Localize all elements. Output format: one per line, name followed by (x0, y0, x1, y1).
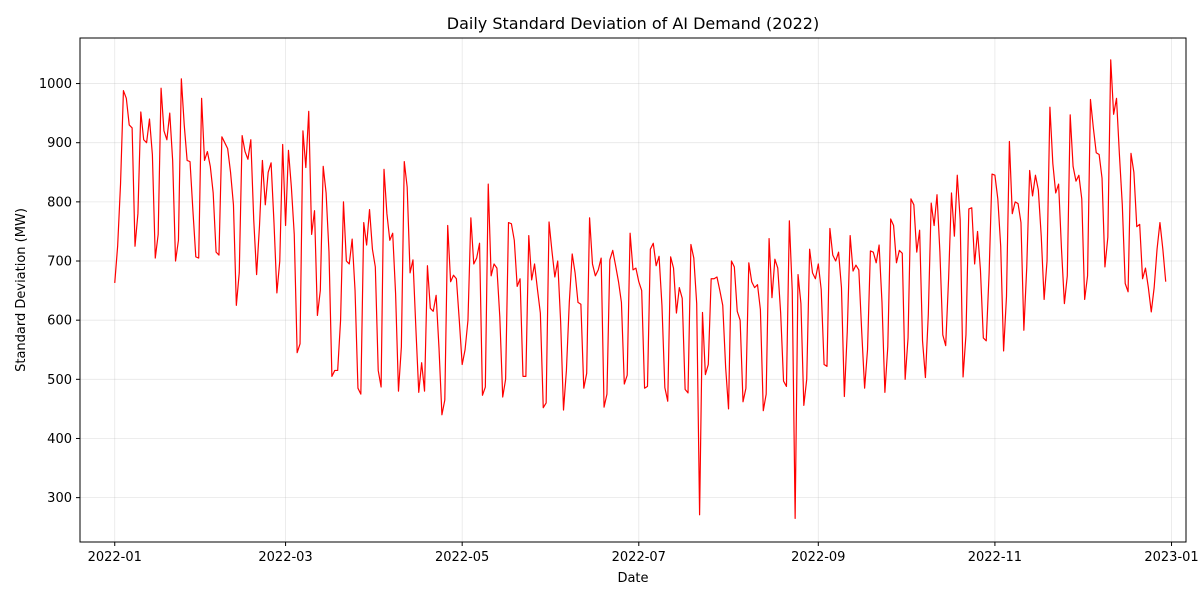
x-tick-label: 2022-07 (612, 550, 666, 565)
y-tick-label: 500 (47, 373, 72, 388)
y-axis: 300 400 500 600 700 800 900 1000 (39, 77, 80, 506)
y-tick-label: 400 (47, 432, 72, 447)
x-tick-label: 2022-03 (258, 550, 312, 565)
x-axis: 2022-01 2022-03 2022-05 2022-07 2022-09 2022-… (88, 542, 1199, 565)
y-axis-title: Standard Deviation (MW) (14, 208, 29, 372)
x-tick-label: 2022-11 (968, 550, 1022, 565)
x-tick-label: 2022-01 (88, 550, 142, 565)
y-tick-label: 1000 (39, 77, 72, 92)
plot-area (80, 38, 1186, 542)
y-tick-label: 300 (47, 491, 72, 506)
series-line (114, 59, 1167, 519)
plot-frame (79, 37, 1187, 543)
x-axis-title: Date (617, 571, 648, 586)
x-tick-label: 2022-09 (791, 550, 845, 565)
y-tick-label: 800 (47, 195, 72, 210)
series-layer (114, 59, 1167, 519)
grid-lines (80, 38, 1186, 542)
y-tick-label: 600 (47, 314, 72, 329)
y-tick-label: 700 (47, 255, 72, 270)
chart-title: Daily Standard Deviation of AI Demand (2… (447, 14, 819, 33)
x-tick-label: 2022-05 (435, 550, 489, 565)
x-tick-label: 2023-01 (1144, 550, 1198, 565)
y-tick-label: 900 (47, 136, 72, 151)
